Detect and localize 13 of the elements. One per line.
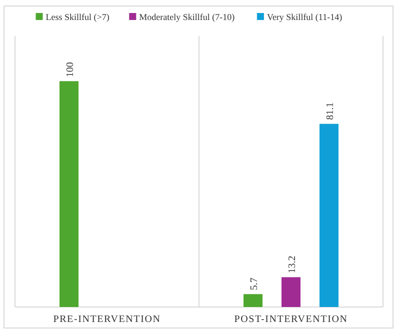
data-label: 5.7 — [249, 278, 260, 290]
x-tick-label: POST-INTERVENTION — [234, 314, 348, 325]
bar — [244, 294, 262, 307]
x-tick-label: PRE-INTERVENTION — [53, 314, 161, 325]
data-label: 100 — [65, 62, 76, 78]
data-label: 13.2 — [287, 256, 298, 274]
legend-label: Moderately Skillful (7-10) — [139, 12, 235, 22]
data-label: 81.1 — [325, 102, 336, 120]
bar — [320, 124, 338, 307]
legend-label: Less Skillful (>7) — [46, 12, 110, 22]
bar — [282, 277, 300, 307]
bar — [60, 81, 78, 307]
legend-label: Very Skillful (11-14) — [266, 12, 342, 22]
